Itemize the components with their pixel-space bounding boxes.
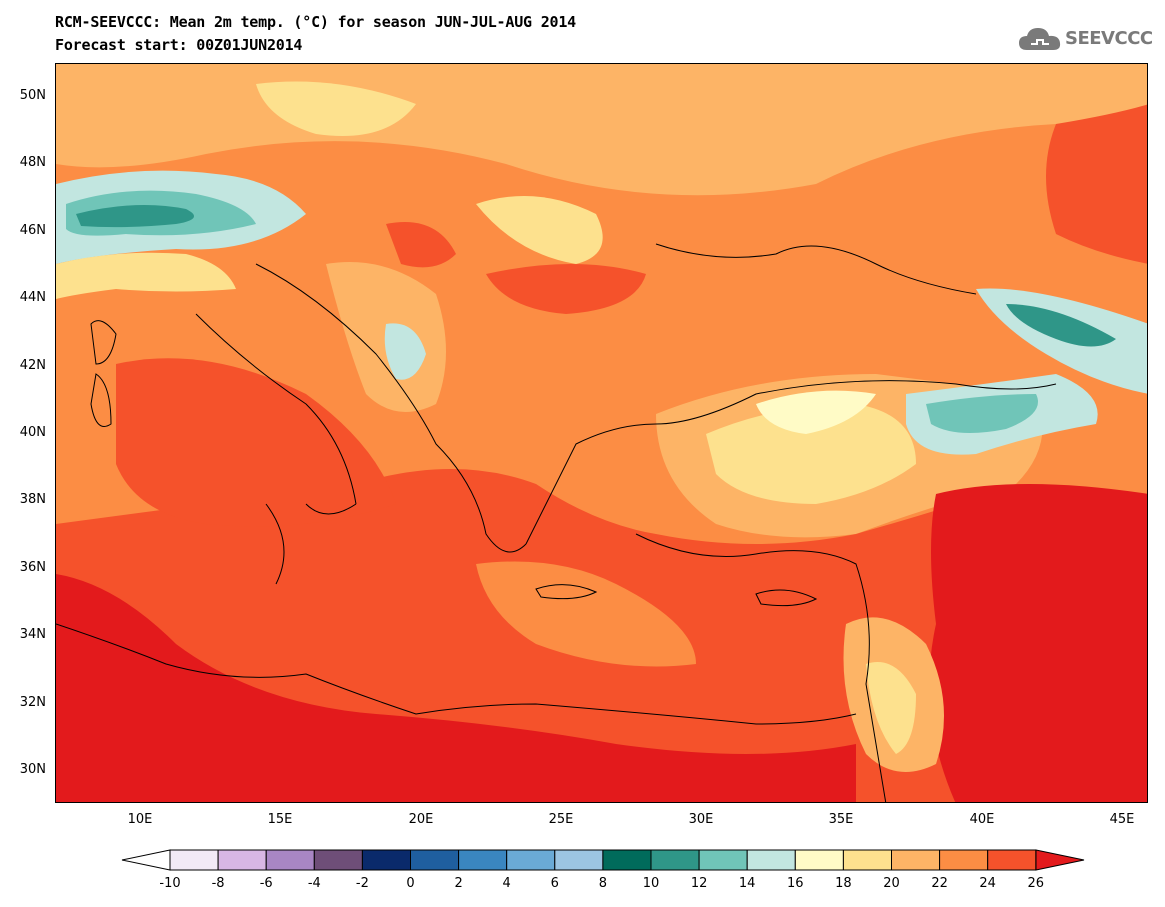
colorbar-label: -8 xyxy=(211,876,225,891)
lon-label-20e: 20E xyxy=(408,812,434,827)
lat-label-40n: 40N xyxy=(19,425,46,440)
lat-label-36n: 36N xyxy=(19,560,46,575)
colorbar-label: -10 xyxy=(159,876,181,891)
colorbar-cell xyxy=(265,849,315,871)
lat-label-32n: 32N xyxy=(19,695,46,710)
colorbar-label: 12 xyxy=(690,876,708,891)
map-title: RCM-SEEVCCC: Mean 2m temp. (°C) for seas… xyxy=(55,13,577,31)
colorbar-cell xyxy=(698,849,748,871)
lat-label-46n: 46N xyxy=(19,223,46,238)
colorbar-label: -6 xyxy=(259,876,273,891)
colorbar-cell xyxy=(987,849,1037,871)
lon-label-10e: 10E xyxy=(127,812,153,827)
colorbar-label: 2 xyxy=(454,876,463,891)
lon-label-25e: 25E xyxy=(548,812,574,827)
colorbar-label: 10 xyxy=(642,876,660,891)
colorbar-cell xyxy=(506,849,556,871)
colorbar-label: 8 xyxy=(598,876,608,891)
colorbar-cell xyxy=(939,849,989,871)
colorbar-cell xyxy=(794,849,844,871)
colorbar-over-arrow xyxy=(1035,849,1085,871)
lat-label-48n: 48N xyxy=(19,155,46,170)
lat-label-50n: 50N xyxy=(19,88,46,103)
colorbar-label: 0 xyxy=(406,876,415,891)
colorbar-under-arrow xyxy=(121,849,171,871)
lon-label-45e: 45E xyxy=(1109,812,1135,827)
colorbar-label: -4 xyxy=(307,876,321,891)
lat-label-42n: 42N xyxy=(19,358,46,373)
colorbar-cell xyxy=(602,849,652,871)
colorbar-label: 22 xyxy=(931,876,948,891)
colorbar-cell xyxy=(313,849,363,871)
colorbar-cell xyxy=(458,849,508,871)
cloud-logo-icon xyxy=(1019,28,1061,50)
colorbar-label: -2 xyxy=(355,876,369,891)
logo-text: SEEVCCC xyxy=(1065,28,1153,49)
colorbar-label: 14 xyxy=(738,876,756,891)
colorbar-label: 18 xyxy=(835,876,852,891)
colorbar-cell xyxy=(746,849,796,871)
colorbar-cell xyxy=(842,849,893,871)
temperature-field xyxy=(56,64,1147,802)
lat-label-44n: 44N xyxy=(19,290,46,305)
colorbar-cell xyxy=(410,849,460,871)
temperature-map xyxy=(55,63,1148,803)
lon-label-15e: 15E xyxy=(267,812,293,827)
colorbar-label: 20 xyxy=(883,876,900,891)
lat-label-34n: 34N xyxy=(19,627,46,642)
colorbar-label: 24 xyxy=(979,876,996,891)
lon-label-40e: 40E xyxy=(969,812,995,827)
seevccc-logo: SEEVCCC xyxy=(1015,22,1155,58)
lat-label-38n: 38N xyxy=(19,492,46,507)
colorbar-label: 26 xyxy=(1027,876,1045,891)
colorbar-label: 16 xyxy=(787,876,804,891)
colorbar-cell xyxy=(554,849,604,871)
colorbar-cell xyxy=(169,849,219,871)
colorbar-cell xyxy=(891,849,941,871)
lon-label-30e: 30E xyxy=(688,812,714,827)
colorbar-cell xyxy=(217,849,267,871)
colorbar-cell xyxy=(650,849,700,871)
lat-label-30n: 30N xyxy=(19,762,46,777)
colorbar-cell xyxy=(361,849,411,871)
forecast-start-subtitle: Forecast start: 00Z01JUN2014 xyxy=(55,36,303,54)
colorbar-label: 4 xyxy=(502,876,511,891)
colorbar-label: 6 xyxy=(550,876,559,891)
lon-label-35e: 35E xyxy=(828,812,854,827)
colorbar xyxy=(121,849,1085,871)
